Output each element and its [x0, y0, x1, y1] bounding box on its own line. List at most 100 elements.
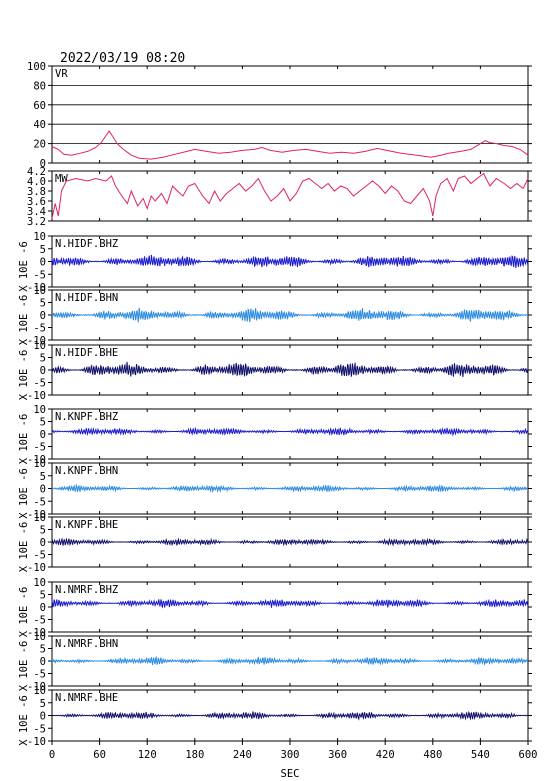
panel-label: N.NMRF.BHN [55, 638, 118, 650]
series-line [51, 172, 529, 219]
panel-label: N.NMRF.BHZ [55, 584, 118, 596]
series-line [51, 426, 529, 437]
panel-frame [51, 65, 529, 164]
datetime-header: 2022/03/19 08:20 [60, 51, 185, 66]
y-tick-label: -10 [27, 736, 46, 748]
y-tick-label: 5 [40, 644, 46, 656]
y-tick-label: 3.8 [27, 186, 46, 198]
series-line [51, 483, 529, 494]
series-line [51, 130, 529, 160]
panel-label: N.HIDF.BHN [55, 292, 118, 304]
y-tick-label: 10 [33, 458, 46, 470]
x-tick-label: 600 [519, 749, 538, 761]
y-tick-label: 80 [33, 80, 46, 92]
y-tick-label: 4.0 [27, 176, 46, 188]
y-tick-label: 60 [33, 100, 46, 112]
y-tick-label: 0 [40, 365, 46, 377]
y-tick-label: 5 [40, 298, 46, 310]
y-tick-label: 10 [33, 685, 46, 697]
series-line [51, 361, 529, 378]
series-line [51, 537, 529, 547]
y-tick-label: 5 [40, 353, 46, 365]
y-tick-label: -5 [33, 269, 46, 281]
y-unit-label: X 10E -6 [18, 468, 30, 519]
x-tick-label: 480 [423, 749, 442, 761]
panel-label: N.HIDF.BHZ [55, 238, 118, 250]
y-tick-label: 20 [33, 139, 46, 151]
y-tick-label: 5 [40, 417, 46, 429]
y-tick-label: -5 [33, 550, 46, 562]
y-tick-label: 40 [33, 119, 46, 131]
y-tick-label: 10 [33, 340, 46, 352]
x-tick-label: 180 [185, 749, 204, 761]
y-tick-label: -10 [27, 562, 46, 574]
panel-label: VR [55, 68, 68, 80]
y-tick-label: 5 [40, 471, 46, 483]
y-tick-label: -10 [27, 390, 46, 402]
y-tick-label: -10 [27, 282, 46, 294]
y-tick-label: -10 [27, 335, 46, 347]
series-line [51, 307, 529, 323]
x-tick-label: 300 [281, 749, 300, 761]
y-tick-label: 5 [40, 525, 46, 537]
y-tick-label: 0 [40, 484, 46, 496]
y-tick-label: 0 [40, 429, 46, 441]
y-tick-label: 10 [33, 404, 46, 416]
x-axis-label: SEC [281, 768, 300, 780]
y-unit-label: X 10E -6 [18, 414, 30, 465]
y-tick-label: -5 [33, 442, 46, 454]
y-tick-label: 0 [40, 602, 46, 614]
panel-label: N.KNPF.BHE [55, 519, 118, 531]
y-tick-label: -5 [33, 496, 46, 508]
x-tick-label: 120 [138, 749, 157, 761]
x-tick-label: 240 [233, 749, 252, 761]
x-tick-label: 0 [49, 749, 55, 761]
x-tick-label: 540 [471, 749, 490, 761]
panel-label: N.NMRF.BHE [55, 692, 118, 704]
y-unit-label: X 10E -6 [18, 241, 30, 292]
y-tick-label: 0 [40, 257, 46, 269]
y-tick-label: 10 [33, 631, 46, 643]
x-tick-label: 360 [328, 749, 347, 761]
y-tick-label: 5 [40, 698, 46, 710]
y-tick-label: 0 [40, 656, 46, 668]
panel-label: MW [55, 173, 68, 185]
panel-vr: 0 20 40 60 80 100 VR [27, 61, 532, 170]
y-tick-label: 10 [33, 285, 46, 297]
y-tick-label: 10 [33, 577, 46, 589]
y-tick-label: 3.4 [27, 206, 46, 218]
y-tick-label: -10 [27, 454, 46, 466]
y-tick-label: 5 [40, 244, 46, 256]
y-tick-label: 0 [40, 310, 46, 322]
panel-label: N.KNPF.BHZ [55, 411, 118, 423]
y-tick-label: 3.6 [27, 196, 46, 208]
series-line [51, 598, 529, 609]
y-tick-label: 10 [33, 231, 46, 243]
panel-frame [51, 170, 529, 222]
y-tick-label: -10 [27, 627, 46, 639]
panel-frame [51, 581, 529, 633]
y-tick-label: -10 [27, 509, 46, 521]
panel-mw: 3.23.43.63.84.04.2 MW [27, 166, 532, 228]
y-tick-label: 0 [40, 711, 46, 723]
y-tick-label: 5 [40, 590, 46, 602]
y-tick-label: -5 [33, 723, 46, 735]
y-unit-label: X 10E -6 [18, 350, 30, 401]
panel-label: N.HIDF.BHE [55, 347, 118, 359]
y-tick-label: 3.2 [27, 216, 46, 228]
y-tick-label: 4.2 [27, 166, 46, 178]
x-tick-label: 420 [376, 749, 395, 761]
y-tick-label: 0 [40, 537, 46, 549]
series-line [51, 710, 529, 721]
y-tick-label: 100 [27, 61, 46, 73]
series-line [51, 655, 529, 666]
series-line [51, 254, 529, 269]
